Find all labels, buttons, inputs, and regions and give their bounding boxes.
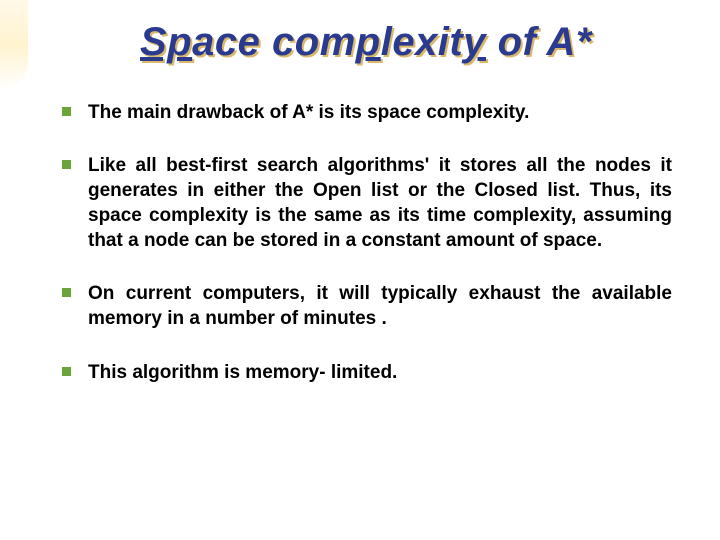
- title-fragment: ace com: [192, 20, 356, 64]
- title-fragment: of A*: [486, 20, 592, 64]
- slide: Space complexity of A* The main drawback…: [0, 0, 720, 540]
- corner-accent: [0, 0, 28, 90]
- title-fragment: Sp: [140, 20, 192, 64]
- bullet-list: The main drawback of A* is its space com…: [60, 100, 672, 385]
- bullet-text: Like all best-first search algorithms' i…: [88, 155, 672, 251]
- bullet-item: The main drawback of A* is its space com…: [60, 100, 672, 125]
- bullet-item: This algorithm is memory- limited.: [60, 360, 672, 385]
- title-fragment: y: [463, 20, 486, 64]
- bullet-item: On current computers, it will typically …: [60, 281, 672, 331]
- title-fragment: p: [356, 20, 381, 64]
- title-fragment: lexit: [381, 20, 464, 64]
- bullet-text: This algorithm is memory- limited.: [88, 362, 397, 383]
- bullet-text: On current computers, it will typically …: [88, 283, 672, 329]
- slide-title: Space complexity of A*: [60, 20, 672, 64]
- bullet-item: Like all best-first search algorithms' i…: [60, 153, 672, 253]
- bullet-text: The main drawback of A* is its space com…: [88, 102, 529, 123]
